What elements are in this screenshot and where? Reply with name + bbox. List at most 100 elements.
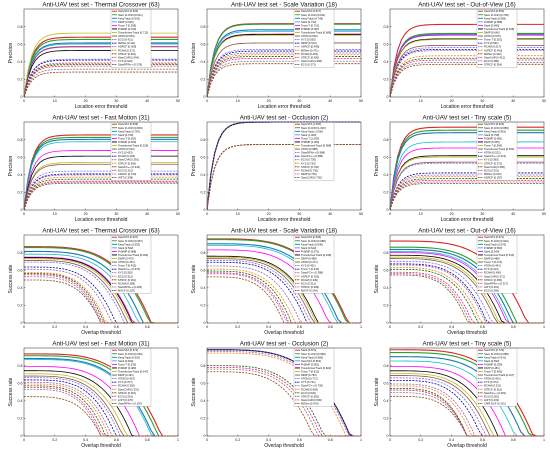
- x-axis-label: Overlap threshold: [264, 330, 304, 336]
- y-tick-label: 0.8: [18, 138, 23, 142]
- series-line-stark: [24, 359, 178, 437]
- x-tick-label: 10: [236, 212, 240, 216]
- legend-entry: KYS [0.433]: [118, 151, 133, 155]
- legend-entry: SiamSTA [0.696]: [301, 235, 321, 239]
- series-line-atom: [23, 46, 178, 98]
- legend-entry: ASRCF [0.490]: [301, 45, 319, 49]
- y-tick-label: 0.8: [18, 364, 23, 368]
- legend-entry: MDNet [0.471]: [301, 48, 319, 52]
- legend-entry: TransformerTrack [0.482]: [118, 253, 148, 257]
- series-line-siamfc: [389, 172, 544, 211]
- y-tick-label: 0.2: [201, 191, 206, 195]
- y-tick-label: 0.4: [384, 286, 389, 290]
- legend-entry: SiamSTA [0.923]: [484, 122, 504, 126]
- series-line-rcam: [24, 274, 178, 324]
- legend-box: [293, 122, 335, 181]
- y-tick-label: 0.2: [201, 78, 206, 82]
- legend-entry: HIFT [0.270]: [118, 398, 133, 402]
- legend-entry: KeepTrack [0.861]: [484, 129, 506, 133]
- series-line-eco: [23, 58, 178, 98]
- chart-svg: Anti-UAV test set - Fast Motion (31) 0 10 2…: [8, 115, 180, 224]
- y-axis-label: Success rate: [374, 377, 380, 406]
- series-line-strcf: [24, 273, 178, 324]
- legend-entry: SiamRPN++ [0.266]: [118, 285, 142, 289]
- legend-entry: Trans T [0.558]: [118, 23, 136, 27]
- plot-frame: [206, 347, 362, 437]
- plot-frame: [206, 234, 362, 324]
- x-tick-label: 0.8: [328, 438, 333, 442]
- x-tick-label: 50: [359, 212, 363, 216]
- legend-entry: PrDiMP [0.488]: [118, 249, 136, 253]
- legend-entry: ECO [0.385]: [484, 59, 499, 63]
- x-tick-label: 10: [419, 99, 423, 103]
- series-line-hift: [23, 182, 178, 211]
- x-tick-label: 0.6: [297, 325, 302, 329]
- x-tick-label: 1: [543, 438, 545, 442]
- series-line-atom: [207, 258, 361, 324]
- x-tick-label: 0: [23, 438, 25, 442]
- x-tick-label: 0.8: [145, 325, 150, 329]
- chart-title: Anti-UAV test set - Thermal Crossover (6…: [42, 2, 159, 9]
- chart-title: Anti-UAV test set - Fast Motion (31): [52, 341, 149, 348]
- legend-entry: Siam R-CNN [0.652]: [118, 352, 143, 356]
- x-tick-label: 10: [419, 212, 423, 216]
- legend-entry: TransformerTrack [0.688]: [301, 31, 331, 35]
- x-tick-label: 20: [450, 99, 454, 103]
- legend-entry: STRCF [0.364]: [484, 62, 502, 66]
- series-line-prdimp: [23, 155, 178, 211]
- legend-entry: ATOM [0.510]: [118, 147, 135, 151]
- y-tick-label: 0.4: [18, 286, 23, 290]
- series-line-siamcar: [23, 65, 178, 98]
- x-tick-label: 50: [359, 99, 363, 103]
- legend-entry: Trans T [0.432]: [118, 264, 136, 268]
- legend-entry: KYS [0.377]: [118, 380, 133, 384]
- series-line-siamsta: [23, 134, 178, 211]
- x-axis-label: Overlap threshold: [264, 443, 304, 449]
- x-tick-label: 1: [360, 325, 362, 329]
- series-line-atom: [207, 349, 361, 437]
- legend-entry: HIFT [0.298]: [118, 175, 133, 179]
- series-line-siamcar: [206, 60, 361, 98]
- series-line-atom: [389, 162, 544, 211]
- series-line-atom: [389, 44, 544, 98]
- legend-entry: Trans T [0.551]: [484, 38, 502, 42]
- series-line-stark: [207, 244, 361, 324]
- legend-entry: ECO [0.421]: [118, 38, 133, 42]
- legend-entry: MDNet [0.411]: [118, 41, 135, 45]
- legend-entry: ECO [0.730]: [301, 158, 316, 162]
- x-tick-label: 0: [206, 438, 208, 442]
- series-line-keeptrack: [390, 356, 544, 437]
- legend-entry: Trans T [0.430]: [301, 267, 319, 271]
- y-tick-label: 0.4: [18, 173, 23, 177]
- legend-entry: ECO [0.262]: [484, 394, 499, 398]
- series-group: [206, 121, 361, 211]
- series-group: [23, 134, 178, 211]
- legend-entry: Stark [0.732]: [301, 20, 316, 24]
- x-tick-label: 40: [328, 99, 332, 103]
- series-line-keeptrack: [207, 349, 361, 437]
- legend-entry: ASRCF [0.310]: [118, 172, 136, 176]
- series-line-siamrpn: [24, 396, 178, 437]
- series-line-siamcar: [23, 174, 178, 211]
- chart-title: Anti-UAV test set - Occlusion (2): [240, 341, 329, 348]
- legend-box: [110, 235, 152, 294]
- x-tick-label: 40: [145, 99, 149, 103]
- x-tick-label: 0.2: [418, 325, 423, 329]
- legend-entry: Stark [0.622]: [301, 246, 316, 250]
- x-axis-label: Overlap threshold: [447, 443, 487, 449]
- chart-svg: Anti-UAV test set - Fast Motion (31) 0 0.2…: [8, 341, 179, 450]
- series-line-strcf: [207, 273, 361, 324]
- legend-entry: SiamSTA [0.862]: [301, 359, 321, 363]
- series-line-dimp: [206, 144, 361, 211]
- legend-entry: ECO [0.321]: [118, 168, 133, 172]
- y-tick-label: 0.6: [201, 381, 206, 385]
- legend-entry: DiMP [0.640]: [484, 31, 500, 35]
- legend-entry: PrDiMP [0.571]: [301, 249, 319, 253]
- legend-entry: SiamCAR [0.398]: [301, 59, 322, 63]
- y-axis-label: Success rate: [191, 377, 197, 406]
- series-line-siamsta: [206, 121, 361, 211]
- series-line-eco: [206, 63, 361, 98]
- chart-panel-success-tiny-scale: Anti-UAV test set - Tiny scale (5) 0 0.2 0.…: [366, 339, 549, 452]
- series-line-trans-t: [24, 261, 178, 324]
- chart-title: Anti-UAV test set - Scale Variation (18): [231, 2, 337, 9]
